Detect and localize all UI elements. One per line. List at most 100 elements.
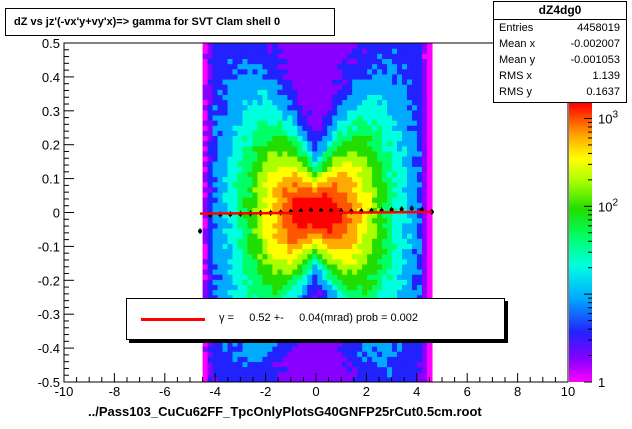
density-cell [262, 104, 269, 111]
density-cell [332, 191, 338, 198]
density-cell [217, 202, 224, 208]
density-cell [382, 53, 388, 60]
density-cell [352, 181, 358, 188]
density-cell [297, 161, 303, 167]
plot-title: dZ vs jz'(-vx'y+vy'x)=> gamma for SVT Cl… [5, 8, 335, 36]
density-cell [382, 156, 388, 162]
density-cell [277, 63, 283, 70]
density-cell [207, 197, 214, 203]
density-cell [397, 104, 403, 111]
density-cell [222, 217, 229, 224]
density-cell [247, 181, 254, 188]
density-cell [421, 150, 428, 157]
density-cell [272, 356, 278, 363]
density-cell [267, 248, 273, 255]
density-cell [232, 63, 239, 70]
density-cell [222, 130, 229, 137]
density-cell [372, 253, 378, 260]
density-cell [312, 284, 318, 291]
density-cell [392, 135, 398, 142]
density-cell [357, 125, 363, 131]
density-cell [382, 68, 388, 75]
x-tick-label: -8 [109, 384, 121, 399]
density-cell [372, 371, 378, 378]
density-cell [382, 351, 388, 357]
density-cell [421, 125, 428, 131]
density-cell [357, 289, 363, 296]
density-cell [352, 140, 358, 147]
density-cell [362, 274, 368, 280]
density-cell [247, 73, 254, 80]
density-cell [357, 212, 363, 219]
density-cell [392, 258, 398, 265]
density-cell [342, 191, 348, 198]
density-cell [337, 269, 343, 275]
density-cell [312, 73, 318, 80]
density-cell [332, 340, 338, 347]
density-cell [367, 73, 373, 80]
density-cell [372, 145, 378, 152]
density-cell [357, 243, 363, 250]
density-cell [302, 366, 308, 373]
density-cell [202, 171, 209, 178]
density-cell [312, 371, 318, 378]
density-cell [362, 202, 368, 208]
density-cell [222, 284, 229, 291]
density-cell [337, 145, 343, 152]
density-cell [387, 145, 393, 152]
density-cell [342, 104, 348, 111]
density-cell [207, 274, 214, 280]
density-cell [297, 73, 303, 80]
density-cell [262, 366, 269, 373]
density-cell [406, 145, 413, 152]
density-cell [377, 376, 383, 382]
density-cell [252, 197, 259, 203]
density-cell [267, 227, 273, 234]
density-cell [267, 222, 273, 229]
density-cell [426, 140, 433, 147]
density-cell [282, 73, 288, 80]
density-cell [352, 186, 358, 193]
density-cell [292, 166, 298, 173]
density-cell [392, 161, 398, 167]
density-cell [257, 202, 264, 208]
density-cell [392, 99, 398, 106]
density-cell [267, 284, 273, 291]
density-cell [402, 84, 408, 90]
density-cell [392, 346, 398, 352]
density-cell [426, 156, 433, 162]
density-cell [222, 227, 229, 234]
density-cell [297, 145, 303, 152]
density-cell [392, 263, 398, 270]
density-cell [232, 258, 239, 265]
density-cell [367, 197, 373, 203]
density-cell [377, 233, 383, 239]
density-cell [377, 78, 383, 85]
density-cell [362, 361, 368, 368]
density-cell [277, 258, 283, 265]
density-cell [242, 99, 249, 106]
density-cell [232, 181, 239, 188]
density-cell [302, 263, 308, 270]
density-cell [357, 181, 363, 188]
density-cell [372, 222, 378, 229]
density-cell [397, 166, 403, 173]
density-cell [317, 366, 323, 373]
density-cell [252, 73, 259, 80]
density-cell [382, 361, 388, 368]
density-cell [252, 346, 259, 352]
density-cell [322, 238, 328, 244]
density-cell [302, 176, 308, 183]
density-cell [372, 202, 378, 208]
density-cell [202, 43, 209, 49]
density-cell [257, 99, 264, 106]
density-cell [222, 186, 229, 193]
density-cell [207, 258, 214, 265]
density-cell [402, 356, 408, 363]
density-cell [232, 104, 239, 111]
density-cell [292, 94, 298, 101]
density-cell [302, 140, 308, 147]
density-cell [207, 191, 214, 198]
density-cell [322, 243, 328, 250]
density-cell [347, 191, 353, 198]
